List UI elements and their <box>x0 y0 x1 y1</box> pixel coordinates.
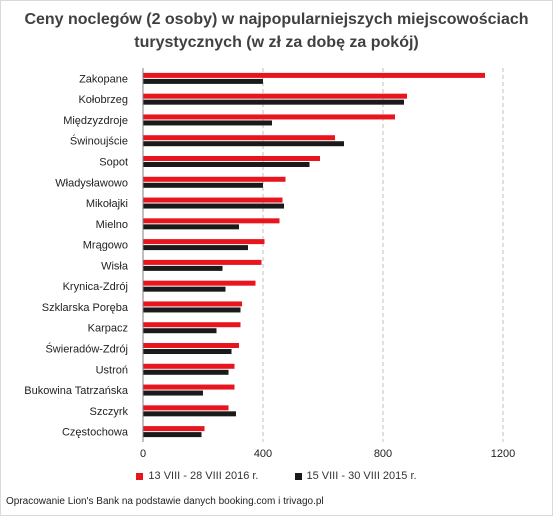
x-tick-label-400: 400 <box>254 448 272 460</box>
chart-title-line1: Ceny noclegów (2 osoby) w najpopularniej… <box>24 11 529 28</box>
bar-2015-4 <box>143 162 310 167</box>
x-tick-label-1200: 1200 <box>491 448 515 460</box>
bar-2015-14 <box>143 369 229 375</box>
category-label-3: Świnoujście <box>70 135 128 148</box>
category-label-10: Krynica-Zdrój <box>63 281 128 293</box>
category-label-2: Międzyzdroje <box>63 115 128 127</box>
bar-2016-13 <box>143 343 239 348</box>
bar-2016-15 <box>143 384 235 390</box>
bar-2016-9 <box>143 259 262 265</box>
bar-2015-11 <box>143 307 241 313</box>
bar-2016-11 <box>143 301 242 307</box>
bar-2016-3 <box>143 135 335 141</box>
category-label-1: Kołobrzeg <box>78 94 128 106</box>
bar-2016-5 <box>143 176 286 182</box>
category-label-0: Zakopane <box>79 73 128 85</box>
category-label-9: Wisła <box>101 260 129 272</box>
category-label-12: Karpacz <box>88 323 128 335</box>
source-note: Opracowanie Lion's Bank na podstawie dan… <box>6 496 324 507</box>
bar-2016-0 <box>143 72 485 78</box>
chart-legend: 13 VIII - 28 VIII 2016 r. 15 VIII - 30 V… <box>0 470 553 482</box>
bar-2016-10 <box>143 280 256 286</box>
bar-2016-16 <box>143 405 229 411</box>
bar-2016-7 <box>143 218 280 224</box>
bar-2016-8 <box>143 239 265 245</box>
chart-title: Ceny noclegów (2 osoby) w najpopularniej… <box>0 8 553 54</box>
category-label-6: Mikołajki <box>86 198 128 210</box>
bar-2015-6 <box>143 203 284 209</box>
bar-2016-12 <box>143 322 241 328</box>
bar-2016-1 <box>143 93 407 99</box>
bar-2015-10 <box>143 286 226 292</box>
bar-2016-4 <box>143 156 320 161</box>
category-label-8: Mrągowo <box>83 240 128 252</box>
bar-2016-14 <box>143 363 235 369</box>
category-label-16: Szczyrk <box>90 406 129 418</box>
x-tick-label-800: 800 <box>374 448 392 460</box>
category-label-13: Świeradów-Zdrój <box>45 343 128 356</box>
bar-2015-15 <box>143 390 203 396</box>
bar-2015-1 <box>143 99 404 105</box>
bar-2015-17 <box>143 432 202 438</box>
bar-2015-7 <box>143 224 239 230</box>
category-label-11: Szklarska Poręba <box>42 302 129 314</box>
category-label-14: Ustroń <box>96 364 128 376</box>
legend-item-2016: 13 VIII - 28 VIII 2016 r. <box>136 470 259 482</box>
legend-swatch-2016 <box>136 472 144 480</box>
chart-title-line2: turystycznych (w zł za dobę za pokój) <box>134 34 419 51</box>
legend-swatch-2015 <box>294 472 302 480</box>
bar-2015-9 <box>143 265 223 271</box>
bar-2015-3 <box>143 141 344 147</box>
category-label-15: Bukowina Tatrzańska <box>24 385 129 397</box>
bar-2015-5 <box>143 182 263 188</box>
x-tick-label-0: 0 <box>140 448 146 460</box>
category-label-4: Sopot <box>99 157 128 169</box>
bar-2016-17 <box>143 426 205 432</box>
category-label-7: Mielno <box>96 219 128 231</box>
bar-2015-0 <box>143 78 263 84</box>
bar-2015-2 <box>143 120 272 126</box>
category-label-5: Władysławowo <box>55 177 128 189</box>
bar-2015-13 <box>143 349 232 354</box>
legend-item-2015: 15 VIII - 30 VIII 2015 r. <box>294 470 417 482</box>
bar-2015-16 <box>143 411 236 417</box>
bar-2015-12 <box>143 328 217 334</box>
category-label-17: Częstochowa <box>62 427 129 439</box>
bar-2016-2 <box>143 114 395 120</box>
legend-label-2015: 15 VIII - 30 VIII 2015 r. <box>306 470 417 482</box>
bar-2015-8 <box>143 245 248 251</box>
bar-2016-6 <box>143 197 283 203</box>
legend-label-2016: 13 VIII - 28 VIII 2016 r. <box>148 470 259 482</box>
